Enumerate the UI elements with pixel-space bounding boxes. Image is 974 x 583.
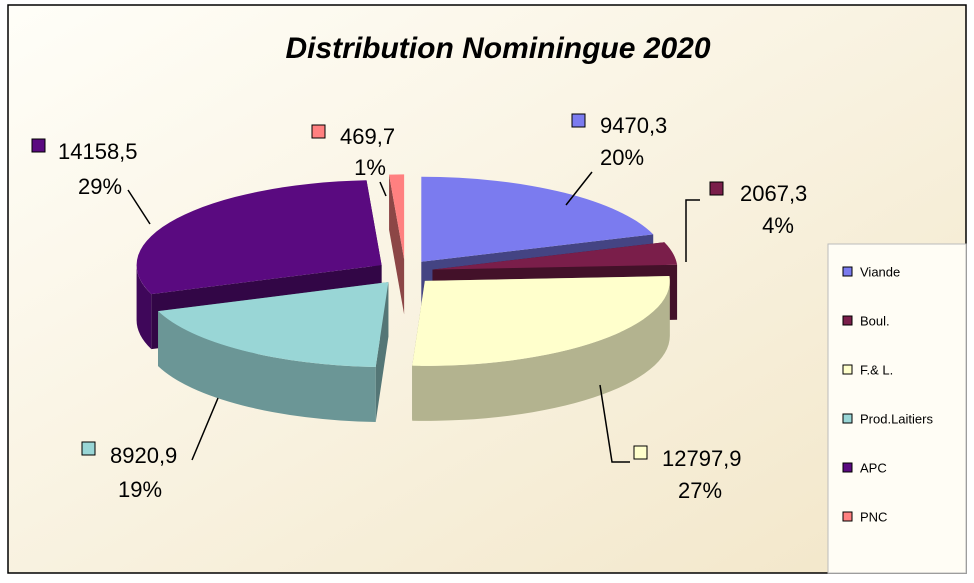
label-swatch	[311, 124, 326, 139]
leader-line	[599, 384, 630, 463]
slice-top	[412, 276, 670, 366]
label-swatch	[633, 445, 648, 460]
leader-line	[127, 189, 151, 225]
leader-line	[685, 199, 700, 262]
percent-label: 4%	[762, 213, 794, 238]
value-label: 469,7	[340, 124, 395, 149]
percent-label: 27%	[678, 478, 722, 503]
pie	[136, 174, 678, 423]
slice-top	[136, 180, 382, 295]
slice-top	[432, 242, 678, 270]
legend-swatch	[842, 511, 853, 522]
legend-label: Prod.Laitiers	[860, 411, 933, 426]
slice-wall	[158, 311, 376, 423]
slice	[389, 174, 405, 315]
legend-swatch	[842, 266, 853, 277]
legend-swatch	[842, 413, 853, 424]
percent-label: 19%	[118, 477, 162, 502]
value-label: 14158,5	[58, 139, 138, 164]
label-swatch	[709, 181, 724, 196]
leader-line	[379, 181, 387, 197]
leader-line	[565, 171, 593, 206]
value-label: 8920,9	[110, 443, 177, 468]
slice	[412, 276, 670, 421]
legend-box	[827, 243, 967, 574]
slice-wall	[412, 280, 670, 421]
legend-swatch	[842, 462, 853, 473]
slice-top	[421, 176, 654, 262]
legend-label: PNC	[860, 509, 887, 524]
legend-swatch	[842, 315, 853, 326]
label-swatch	[81, 441, 96, 456]
value-label: 9470,3	[600, 113, 667, 138]
legend-label: Viande	[860, 264, 900, 279]
legend-swatch	[842, 364, 853, 375]
legend-label: Boul.	[860, 313, 890, 328]
label-swatch	[571, 113, 586, 128]
label-swatch	[31, 138, 46, 153]
percent-label: 20%	[600, 145, 644, 170]
slice-top	[158, 282, 389, 368]
slice-side	[389, 174, 405, 315]
slice	[158, 282, 389, 423]
legend-label: F.& L.	[860, 362, 893, 377]
value-label: 2067,3	[740, 181, 807, 206]
percent-label: 29%	[78, 174, 122, 199]
value-label: 12797,9	[662, 446, 742, 471]
slice-top	[389, 174, 405, 260]
chart-title: Distribution Nominingue 2020	[285, 32, 710, 65]
legend-label: APC	[860, 460, 887, 475]
percent-label: 1%	[354, 155, 386, 180]
labels: 9470,3 20% Viande 2067,3 4% Boul. 12797,9 27% F.…	[31, 113, 933, 524]
slice-wall	[136, 265, 152, 350]
leader-line	[191, 397, 219, 461]
